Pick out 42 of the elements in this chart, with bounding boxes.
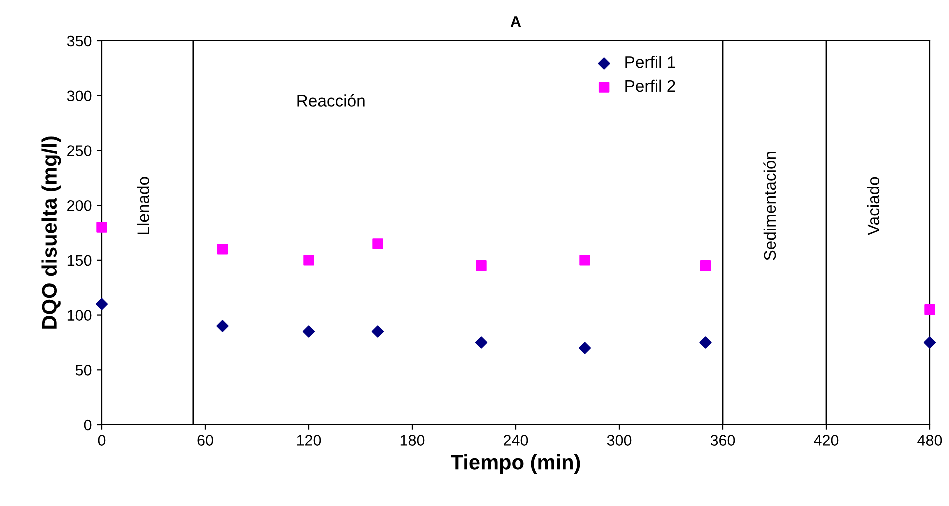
x-tick-label: 120 bbox=[297, 435, 322, 446]
x-tick-label: 300 bbox=[607, 435, 632, 446]
x-tick-label: 0 bbox=[98, 435, 106, 446]
x-tick-label: 480 bbox=[918, 435, 942, 446]
point bbox=[700, 260, 712, 272]
y-tick-label: 200 bbox=[68, 200, 92, 212]
x-tick-label: 240 bbox=[504, 435, 528, 446]
point bbox=[924, 304, 936, 316]
x-tick-label: 180 bbox=[400, 435, 425, 446]
point bbox=[372, 326, 384, 338]
point bbox=[96, 222, 108, 233]
y-tick-label: 150 bbox=[68, 255, 92, 266]
y-tick-label: 350 bbox=[67, 36, 92, 47]
annotation: Llenado bbox=[137, 177, 150, 234]
annotation: Vaciado bbox=[867, 177, 880, 236]
point bbox=[302, 326, 316, 338]
legend-label: Perfil 1 bbox=[626, 56, 676, 68]
y-axis-title: DQO disuelta (mg/l) bbox=[42, 136, 62, 329]
x-tick-label: 360 bbox=[710, 435, 736, 446]
point bbox=[372, 238, 384, 250]
point bbox=[475, 336, 488, 349]
legend-label: Perfil 2 bbox=[626, 80, 676, 92]
annotation: Reacción bbox=[298, 94, 365, 107]
point bbox=[96, 298, 108, 310]
chart-title: A bbox=[510, 16, 522, 28]
point bbox=[580, 255, 590, 266]
y-tick-label: 100 bbox=[68, 310, 92, 321]
x-tick-label: 420 bbox=[814, 435, 839, 446]
y-tick-label: 0 bbox=[84, 420, 92, 431]
point bbox=[700, 336, 712, 349]
annotation: Sedimentación bbox=[764, 152, 776, 260]
y-tick-label: 300 bbox=[67, 90, 92, 102]
point bbox=[216, 320, 229, 332]
y-tick-label: 250 bbox=[68, 146, 92, 156]
point bbox=[217, 244, 228, 255]
point bbox=[578, 342, 592, 354]
point bbox=[304, 255, 314, 266]
x-axis-title: Tiempo (min) bbox=[451, 454, 580, 474]
point bbox=[924, 336, 936, 349]
point bbox=[476, 260, 487, 272]
x-tick-label: 60 bbox=[198, 435, 214, 446]
y-tick-label: 50 bbox=[76, 365, 92, 376]
